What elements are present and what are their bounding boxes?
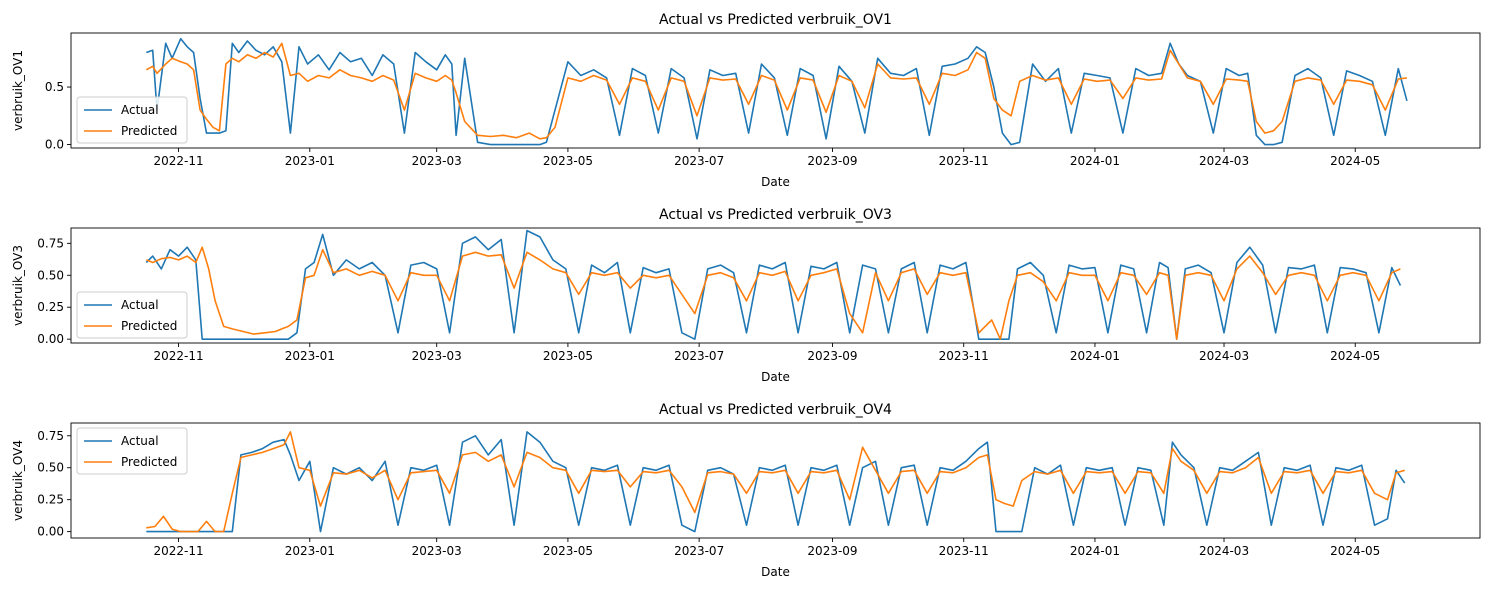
x-tick-label: 2023-07 bbox=[674, 154, 724, 168]
subplot-3: Actual vs Predicted verbruik_OV4 2022-11 2… bbox=[11, 402, 1481, 579]
chart-title: Actual vs Predicted verbruik_OV3 bbox=[659, 207, 892, 223]
series-line-predicted bbox=[145, 42, 1408, 140]
legend-label-actual: Actual bbox=[121, 434, 159, 448]
chart-title: Actual vs Predicted verbruik_OV4 bbox=[659, 402, 892, 418]
legend: Actual Predicted bbox=[76, 427, 188, 475]
series-line-actual bbox=[146, 37, 1408, 146]
x-tick-label: 2022-11 bbox=[153, 349, 203, 363]
x-tick-label: 2023-11 bbox=[939, 154, 989, 168]
legend: Actual Predicted bbox=[76, 96, 188, 144]
y-tick-label: 0.00 bbox=[37, 332, 64, 346]
x-tick-label: 2023-05 bbox=[543, 349, 593, 363]
series-line-predicted bbox=[146, 431, 1405, 533]
y-tick-label: 0.75 bbox=[37, 429, 64, 443]
x-tick-label: 2023-03 bbox=[412, 349, 462, 363]
x-tick-label: 2023-07 bbox=[674, 349, 724, 363]
chart-title: Actual vs Predicted verbruik_OV1 bbox=[659, 12, 892, 28]
x-tick-label: 2024-03 bbox=[1199, 544, 1249, 558]
series-line-predicted bbox=[145, 246, 1401, 341]
x-tick-label: 2024-01 bbox=[1070, 154, 1120, 168]
series-line-actual bbox=[146, 431, 1406, 533]
y-tick-label: 0.00 bbox=[37, 525, 64, 539]
y-axis-label: verbruik_OV3 bbox=[11, 245, 25, 326]
x-tick-label: 2024-05 bbox=[1330, 544, 1380, 558]
legend-label-predicted: Predicted bbox=[121, 124, 177, 138]
x-tick-label: 2023-03 bbox=[412, 544, 462, 558]
plot-frame bbox=[70, 32, 1481, 149]
x-tick-label: 2022-11 bbox=[153, 154, 203, 168]
x-tick-label: 2023-01 bbox=[285, 154, 335, 168]
plot-frame bbox=[70, 422, 1481, 539]
legend-label-actual: Actual bbox=[121, 103, 159, 117]
y-tick-label: 0.50 bbox=[37, 268, 64, 282]
series-line-actual bbox=[145, 229, 1402, 341]
x-tick-label: 2023-03 bbox=[412, 154, 462, 168]
x-tick-label: 2024-03 bbox=[1199, 154, 1249, 168]
x-tick-label: 2024-05 bbox=[1330, 349, 1380, 363]
legend-label-actual: Actual bbox=[121, 298, 159, 312]
x-tick-label: 2024-01 bbox=[1070, 544, 1120, 558]
x-tick-label: 2023-09 bbox=[807, 154, 857, 168]
legend: Actual Predicted bbox=[76, 291, 188, 339]
x-tick-label: 2024-05 bbox=[1330, 154, 1380, 168]
y-tick-label: 0.75 bbox=[37, 236, 64, 250]
x-tick-label: 2024-01 bbox=[1070, 349, 1120, 363]
y-tick-label: 0.25 bbox=[37, 300, 64, 314]
y-tick-label: 0.50 bbox=[37, 461, 64, 475]
x-tick-label: 2023-11 bbox=[939, 349, 989, 363]
x-axis-label: Date bbox=[761, 565, 790, 579]
y-axis-label: verbruik_OV1 bbox=[11, 50, 25, 131]
x-tick-label: 2023-05 bbox=[543, 154, 593, 168]
x-tick-label: 2024-03 bbox=[1199, 349, 1249, 363]
legend-label-predicted: Predicted bbox=[121, 455, 177, 469]
y-tick-label: 0.0 bbox=[45, 138, 64, 152]
x-axis-label: Date bbox=[761, 175, 790, 189]
plot-frame bbox=[70, 227, 1481, 344]
x-tick-label: 2023-01 bbox=[285, 349, 335, 363]
x-tick-label: 2023-09 bbox=[807, 544, 857, 558]
x-tick-label: 2023-01 bbox=[285, 544, 335, 558]
y-tick-label: 0.25 bbox=[37, 493, 64, 507]
y-tick-label: 0.5 bbox=[45, 80, 64, 94]
x-tick-label: 2023-09 bbox=[807, 349, 857, 363]
legend-label-predicted: Predicted bbox=[121, 319, 177, 333]
x-tick-label: 2023-11 bbox=[939, 544, 989, 558]
x-tick-label: 2023-07 bbox=[674, 544, 724, 558]
y-axis-label: verbruik_OV4 bbox=[11, 440, 25, 521]
subplot-1: Actual vs Predicted verbruik_OV1 2022-11 2… bbox=[11, 12, 1481, 189]
subplot-2: Actual vs Predicted verbruik_OV3 2022-11 2… bbox=[11, 207, 1481, 384]
x-tick-label: 2022-11 bbox=[153, 544, 203, 558]
x-tick-label: 2023-05 bbox=[543, 544, 593, 558]
x-axis-label: Date bbox=[761, 370, 790, 384]
